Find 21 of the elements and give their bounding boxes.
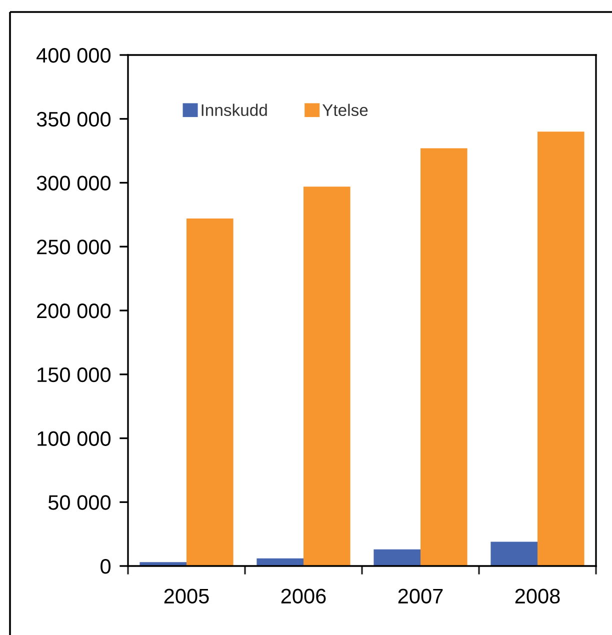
- y-tick-label: 250 000: [37, 240, 111, 254]
- legend-label: Innskudd: [202, 104, 267, 116]
- y-tick-label: 300 000: [36, 176, 111, 191]
- y-tick-label: 150 000: [38, 367, 111, 382]
- y-tick-label: 50 000: [48, 495, 111, 510]
- x-tick-label: 2005: [164, 588, 209, 604]
- x-tick-label: 2008: [515, 588, 560, 604]
- x-tick-label: 2006: [281, 588, 326, 604]
- legend-label: Ytelse: [322, 104, 368, 116]
- bar: [538, 132, 584, 566]
- bar: [420, 148, 468, 566]
- y-tick-label: 100 000: [38, 431, 111, 446]
- y-tick-label: 400 000: [36, 48, 111, 63]
- y-tick-label: 0: [100, 559, 111, 574]
- bar: [186, 218, 234, 566]
- y-tick-label: 350 000: [36, 112, 111, 127]
- y-tick-label: 200 000: [37, 304, 111, 318]
- bar: [490, 542, 538, 566]
- bar: [374, 549, 420, 566]
- x-tick-label: 2007: [398, 588, 443, 604]
- bar: [304, 186, 350, 566]
